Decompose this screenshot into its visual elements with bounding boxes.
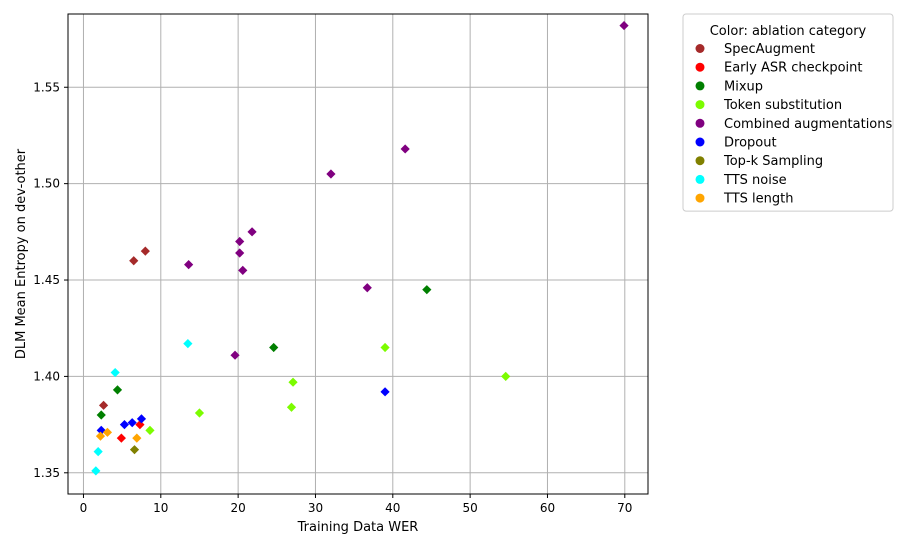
- data-point-dropout: [380, 387, 390, 397]
- data-point-mixup: [269, 342, 279, 353]
- data-point-dropout: [136, 414, 147, 424]
- grid-lines: [68, 14, 648, 494]
- data-point-tts-noise: [110, 367, 120, 378]
- data-point-token-substitution: [380, 342, 390, 353]
- legend-label: TTS length: [723, 192, 793, 207]
- data-point-tts-noise: [91, 466, 101, 476]
- legend-label: Dropout: [724, 136, 777, 151]
- legend-marker: [695, 156, 705, 166]
- data-point-combined-augmentations: [326, 169, 336, 179]
- x-tick-label: 10: [153, 501, 168, 515]
- legend-marker: [695, 118, 705, 128]
- y-axis-title: DLM Mean Entropy on dev-other: [14, 148, 29, 359]
- x-tick-label: 0: [80, 501, 88, 515]
- x-axis-ticks: 0 10 20 30 40 50 60 70: [80, 494, 632, 515]
- data-point-tts-noise: [93, 446, 103, 457]
- x-axis-title: Training Data WER: [297, 520, 419, 535]
- data-point-tts-length: [95, 431, 106, 441]
- x-tick-label: 60: [540, 501, 555, 515]
- data-point-tts-noise: [183, 339, 193, 349]
- y-tick-label: 1.50: [33, 177, 60, 191]
- data-point-dropout: [127, 418, 137, 428]
- data-point-mixup: [112, 385, 123, 395]
- data-points: [91, 20, 629, 476]
- y-tick-label: 1.55: [33, 80, 60, 94]
- data-point-mixup: [96, 410, 106, 420]
- legend-label: Combined augmentations: [724, 117, 893, 132]
- data-point-specaugment: [98, 400, 109, 410]
- data-point-combined-augmentations: [184, 260, 194, 270]
- data-point-combined-augmentations: [247, 227, 257, 237]
- x-tick-label: 20: [230, 501, 245, 515]
- data-point-token-substitution: [288, 377, 298, 387]
- data-point-token-substitution: [194, 408, 205, 418]
- legend-label: Early ASR checkpoint: [724, 61, 863, 76]
- data-point-token-substitution: [501, 371, 511, 382]
- y-tick-label: 1.45: [33, 273, 60, 287]
- y-tick-label: 1.40: [33, 369, 60, 383]
- data-point-token-substitution: [286, 402, 297, 412]
- legend-marker: [695, 44, 705, 53]
- data-point-combined-augmentations: [235, 236, 245, 247]
- x-tick-label: 40: [385, 501, 400, 515]
- legend-marker: [695, 81, 705, 91]
- data-point-specaugment: [140, 246, 150, 256]
- legend-label: SpecAugment: [724, 42, 815, 57]
- data-point-tts-length: [102, 427, 113, 437]
- legend-label: Token substitution: [723, 98, 842, 113]
- legend-title: Color: ablation category: [710, 24, 867, 39]
- data-point-combined-augmentations: [235, 248, 245, 258]
- x-tick-label: 30: [308, 501, 323, 515]
- data-point-top-k-sampling: [129, 445, 140, 455]
- legend-marker: [695, 62, 705, 72]
- legend-marker: [695, 100, 705, 110]
- y-axis-ticks: 1.35 1.40 1.45 1.50 1.55: [33, 80, 68, 480]
- data-point-combined-augmentations: [362, 283, 372, 293]
- data-point-combined-augmentations: [400, 144, 410, 154]
- legend-marker: [695, 193, 705, 203]
- legend-marker: [695, 174, 705, 184]
- legend-items: SpecAugment Early ASR checkpoint Mixup Toke…: [695, 42, 893, 207]
- x-tick-label: 50: [462, 501, 477, 515]
- data-point-token-substitution: [145, 425, 155, 435]
- data-point-tts-length: [132, 433, 142, 443]
- data-point-combined-augmentations: [238, 265, 248, 275]
- data-point-combined-augmentations: [230, 350, 240, 360]
- data-point-early-asr-checkpoint: [116, 433, 126, 443]
- legend: Color: ablation category SpecAugment Earl…: [682, 13, 894, 212]
- data-point-combined-augmentations: [619, 20, 629, 31]
- x-tick-label: 70: [617, 501, 632, 515]
- legend-marker: [695, 137, 705, 147]
- legend-label: TTS noise: [723, 173, 787, 188]
- legend-label: Top-k Sampling: [723, 154, 823, 169]
- data-point-specaugment: [129, 256, 139, 266]
- legend-box: [682, 13, 894, 212]
- legend-label: Mixup: [724, 79, 763, 94]
- data-point-mixup: [422, 285, 432, 295]
- data-point-dropout: [119, 420, 130, 430]
- data-point-dropout: [96, 425, 106, 435]
- y-tick-label: 1.35: [33, 466, 60, 480]
- plot-frame: [67, 13, 649, 495]
